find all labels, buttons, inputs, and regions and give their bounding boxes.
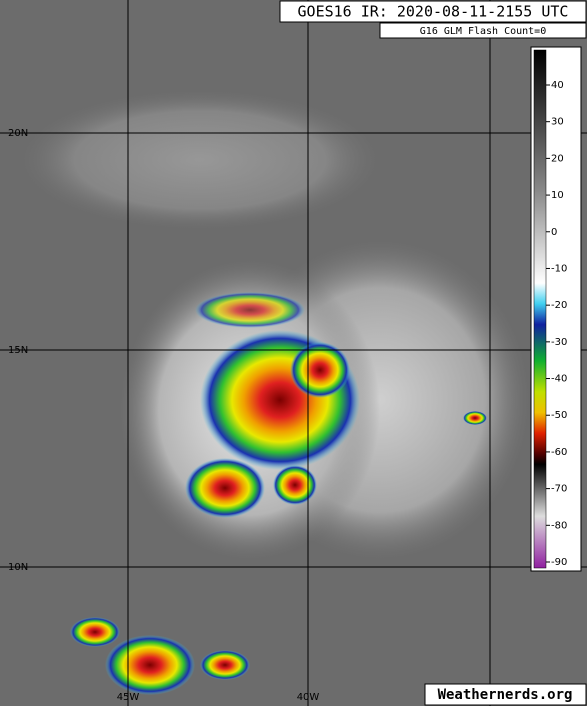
watermark: Weathernerds.org: [438, 687, 573, 703]
colorbar-label: 10: [551, 190, 564, 201]
convection: [195, 292, 305, 328]
colorbar-label: -80: [551, 520, 567, 531]
convection: [463, 411, 487, 425]
colorbar-label: 30: [551, 117, 564, 128]
colorbar-label: -50: [551, 410, 567, 421]
convection: [185, 458, 265, 518]
convection: [70, 617, 120, 647]
lat-label: 15N: [8, 345, 28, 356]
colorbar-label: -60: [551, 447, 567, 458]
convection: [273, 465, 317, 505]
lat-label: 10N: [8, 562, 28, 573]
colorbar: [533, 49, 547, 569]
colorbar-label: 0: [551, 227, 557, 238]
lat-label: 20N: [8, 128, 28, 139]
colorbar-label: -30: [551, 337, 567, 348]
colorbar-label: -20: [551, 300, 567, 311]
convection: [290, 342, 350, 398]
lon-label: 40W: [297, 692, 320, 703]
colorbar-label: -40: [551, 374, 567, 385]
convection: [105, 635, 195, 695]
colorbar-label: -70: [551, 484, 567, 495]
title: GOES16 IR: 2020-08-11-2155 UTC: [298, 3, 569, 21]
subtitle: G16 GLM Flash Count=0: [420, 26, 546, 37]
subtitle-box: [379, 22, 587, 39]
colorbar-label: -90: [551, 557, 567, 568]
title-box: [279, 0, 587, 23]
cloud: [20, 90, 380, 230]
convection: [200, 650, 250, 680]
lon-label: 45W: [117, 692, 140, 703]
colorbar-label: 20: [551, 153, 564, 164]
colorbar-label: 40: [551, 80, 564, 91]
colorbar-label: -10: [551, 263, 567, 274]
watermark-box: [424, 683, 587, 706]
